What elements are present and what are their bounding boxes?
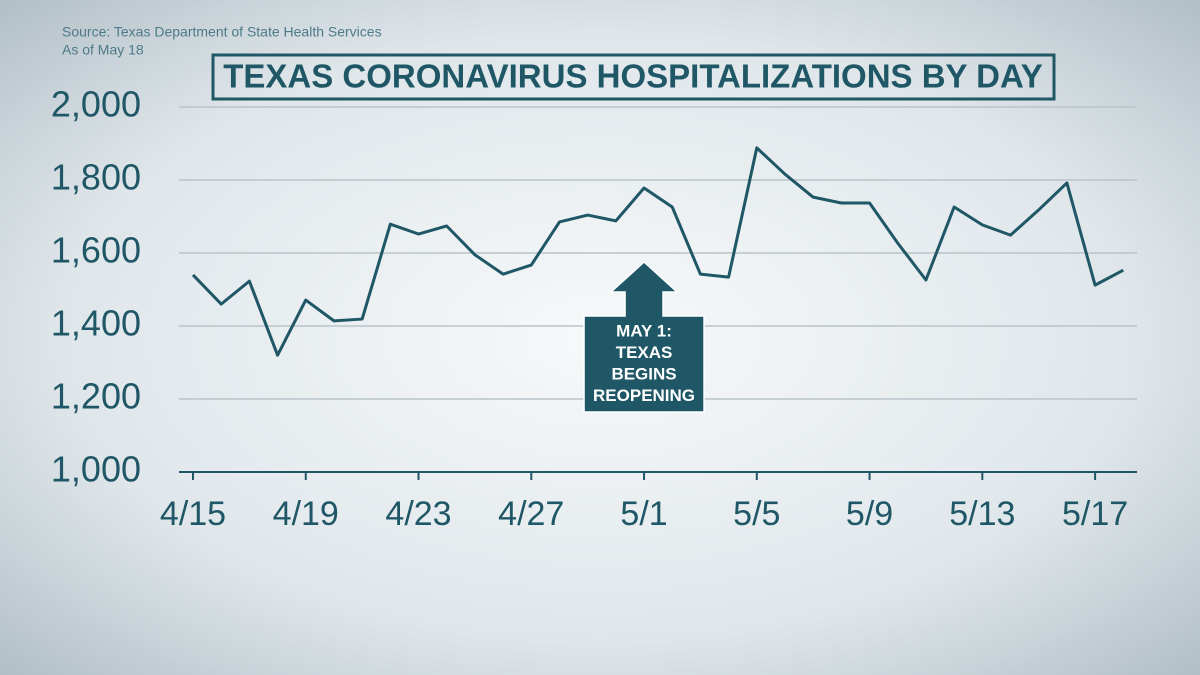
title-box (211, 53, 1056, 101)
as-of: As of May 18 (62, 42, 144, 58)
x-tick-label: 5/5 (733, 495, 780, 533)
x-tick-label: 4/15 (160, 495, 226, 533)
annotation-arrow (583, 260, 705, 413)
chart-title: TEXAS CORONAVIRUS HOSPITALIZATIONS BY DA… (223, 58, 1043, 95)
y-tick-label: 1,600 (51, 230, 141, 271)
annotation-text: BEGINS (611, 364, 676, 383)
x-tick-label: 4/27 (498, 495, 564, 533)
x-tick-label: 5/17 (1062, 495, 1128, 533)
annotation-text: REOPENING (593, 386, 695, 405)
annotation-text: MAY 1: (616, 321, 672, 340)
y-tick-label: 1,000 (51, 449, 141, 490)
y-tick-label: 2,000 (51, 84, 141, 125)
annotation-text: TEXAS (616, 343, 673, 362)
y-tick-label: 1,400 (51, 303, 141, 344)
x-tick-label: 4/19 (273, 495, 339, 533)
y-tick-label: 1,200 (51, 376, 141, 417)
x-tick-label: 5/1 (620, 495, 667, 533)
line (191, 146, 1124, 357)
y-tick-label: 1,800 (51, 157, 141, 198)
x-tick-label: 5/13 (949, 495, 1015, 533)
source: Source: Texas Department of State Health… (62, 24, 382, 40)
x-tick-label: 5/9 (846, 495, 893, 533)
x-tick-label: 4/23 (385, 495, 451, 533)
